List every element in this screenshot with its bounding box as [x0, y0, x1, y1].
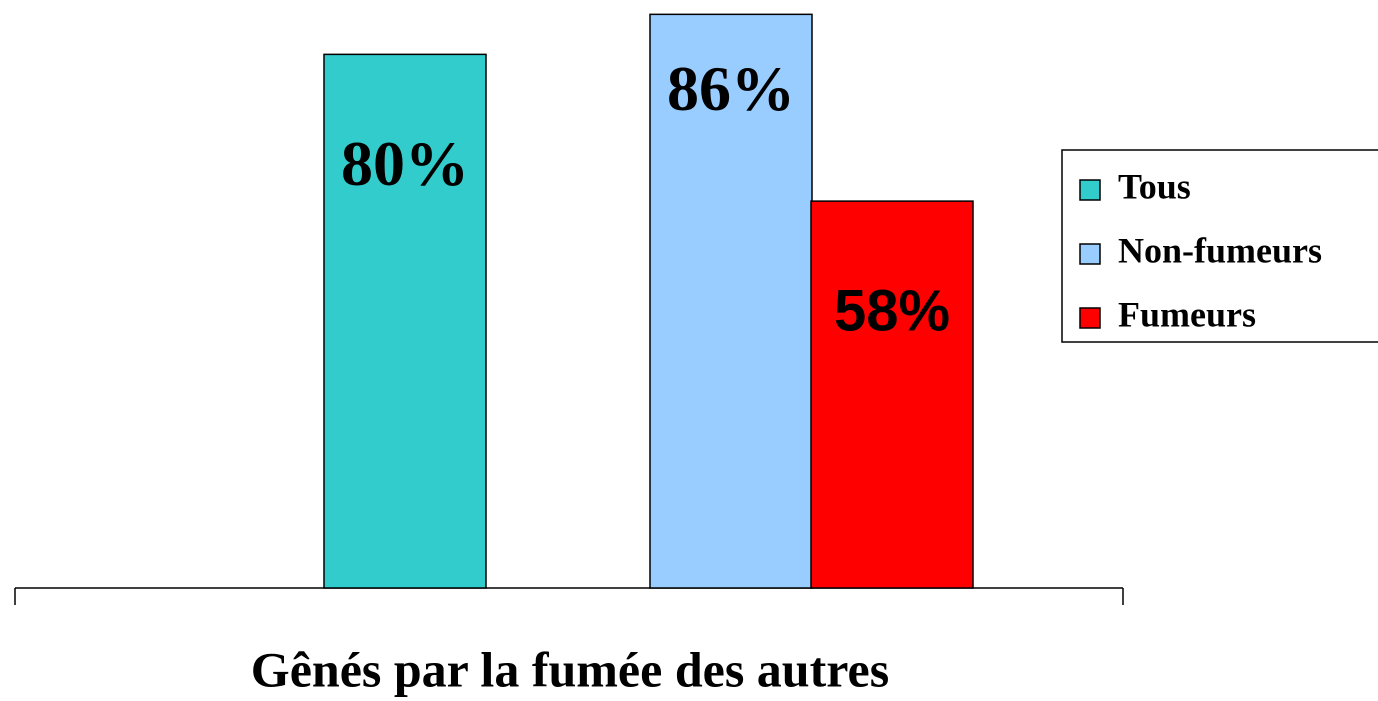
- value-label: 80%: [341, 128, 469, 199]
- legend-swatch: [1079, 243, 1101, 265]
- legend-label: Non-fumeurs: [1118, 230, 1322, 270]
- legend-swatch: [1079, 307, 1101, 329]
- bar: [810, 200, 974, 589]
- bar: [323, 53, 487, 589]
- legend-box: [1061, 149, 1378, 343]
- bar: [649, 13, 813, 589]
- x-tick-label: Gênés par la fumée des autres: [251, 641, 889, 697]
- legend-label: Tous: [1118, 166, 1191, 206]
- value-label: 86%: [667, 53, 795, 124]
- legend-label: Fumeurs: [1118, 294, 1256, 334]
- legend-swatch: [1079, 179, 1101, 201]
- value-label: 58%: [834, 278, 950, 343]
